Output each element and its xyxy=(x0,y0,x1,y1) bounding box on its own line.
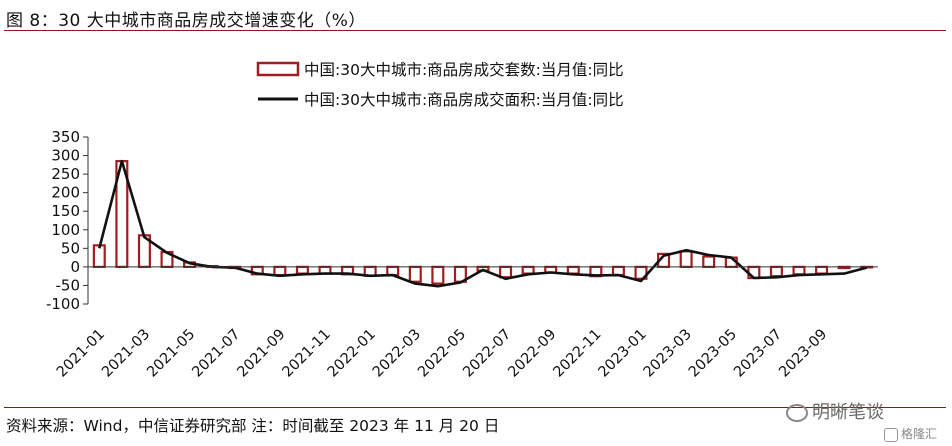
bar xyxy=(408,265,422,283)
wechat-icon xyxy=(786,404,808,422)
legend-bar-swatch xyxy=(256,61,300,77)
x-tick-label: 2023-03 xyxy=(641,326,695,380)
y-tick-label: 150 xyxy=(51,202,80,220)
x-tick-label: 2023-09 xyxy=(776,326,830,380)
watermark: 明晰笔谈 xyxy=(786,398,884,424)
x-tick-label: 2021-07 xyxy=(189,326,243,380)
y-tick-label: 100 xyxy=(51,221,80,239)
x-tick-label: 2021-11 xyxy=(280,326,334,380)
x-tick-label: 2022-09 xyxy=(505,326,559,380)
source-note: 资料来源：Wind，中信证券研究部 注：时间截至 2023 年 11 月 20 … xyxy=(6,417,500,435)
x-tick-label: 2021-05 xyxy=(144,326,198,380)
legend-label-area: 中国:30大中城市:商品房成交面积:当月值:同比 xyxy=(304,91,624,109)
bar xyxy=(295,265,309,275)
bar xyxy=(92,244,106,268)
bar xyxy=(499,265,513,279)
y-tick-label: 0 xyxy=(70,258,80,276)
x-tick-label: 2021-03 xyxy=(99,326,153,380)
x-tick-label: 2021-01 xyxy=(54,326,108,380)
x-tick-label: 2023-01 xyxy=(596,326,650,380)
y-tick-label: 250 xyxy=(51,165,80,183)
legend: 中国:30大中城市:商品房成交套数:当月值:同比 中国:30大中城市:商品房成交… xyxy=(256,61,624,109)
title-divider xyxy=(4,30,946,31)
x-tick-label: 2021-09 xyxy=(235,326,289,380)
x-tick-label: 2023-05 xyxy=(686,326,740,380)
watermark-small-text: 格隆汇 xyxy=(901,427,938,441)
bar-series xyxy=(92,160,874,285)
bar xyxy=(702,255,716,268)
x-tick-label: 2022-01 xyxy=(325,326,379,380)
bar xyxy=(792,265,806,276)
x-tick-label: 2022-07 xyxy=(460,326,514,380)
watermark-small: 格隆汇 xyxy=(884,425,937,442)
chart: 中国:30大中城市:商品房成交套数:当月值:同比 中国:30大中城市:商品房成交… xyxy=(46,61,878,381)
y-tick-label: 50 xyxy=(61,239,80,257)
watermark-text: 明晰笔谈 xyxy=(812,402,884,423)
figure-title: 图 8：30 大中城市商品房成交增速变化（%） xyxy=(6,11,366,31)
x-tick-label: 2023-07 xyxy=(731,326,785,380)
y-tick-label: 300 xyxy=(51,147,80,165)
x-tick-label: 2022-03 xyxy=(370,326,424,380)
bar xyxy=(566,265,580,275)
bar xyxy=(521,265,535,275)
y-tick-label: -100 xyxy=(46,295,80,313)
bar xyxy=(431,265,445,285)
x-tick-label: 2022-11 xyxy=(551,326,605,380)
y-tick-label: 200 xyxy=(51,184,80,202)
bar xyxy=(815,265,829,275)
bar xyxy=(679,250,693,268)
legend-label-units: 中国:30大中城市:商品房成交套数:当月值:同比 xyxy=(304,61,624,79)
y-tick-label: 350 xyxy=(51,128,80,146)
y-tick-label: -50 xyxy=(56,276,81,294)
x-tick-label: 2022-05 xyxy=(415,326,469,380)
source-divider xyxy=(4,407,946,408)
bar xyxy=(769,265,783,278)
bar xyxy=(273,265,287,277)
x-axis: 2021-012021-032021-052021-072021-092021-… xyxy=(54,266,878,381)
gelonghui-logo-icon xyxy=(884,427,898,442)
